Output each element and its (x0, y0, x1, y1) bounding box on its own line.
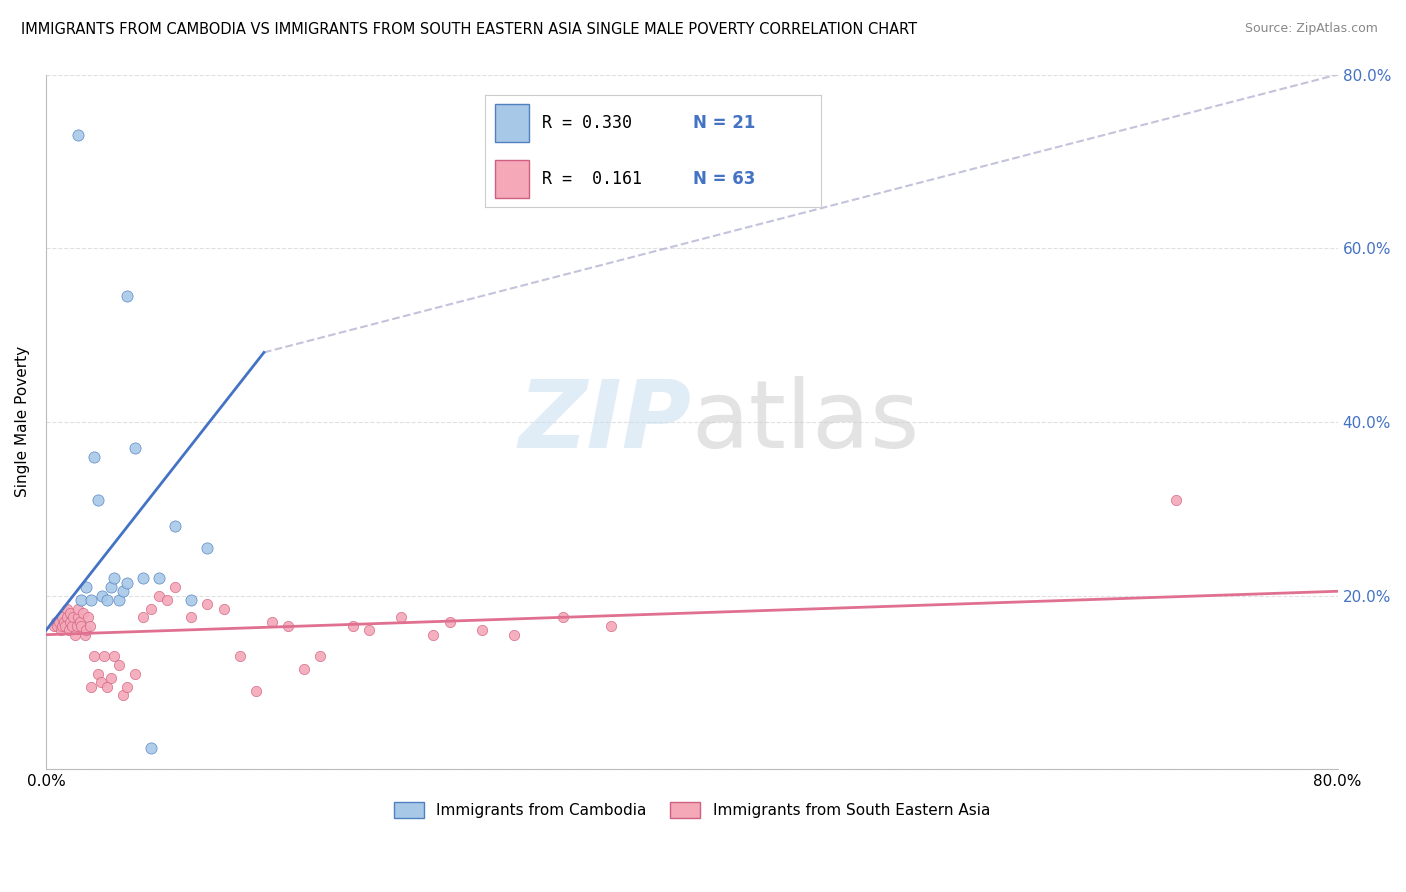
Point (52, 615, 75, 629)
Point (103, 571, 125, 585)
Point (156, 593, 179, 607)
Point (93, 649, 115, 664)
Point (1166, 493, 1188, 508)
Point (75, 624, 97, 638)
Text: ZIP: ZIP (519, 376, 692, 468)
Point (66, 619, 89, 633)
Point (80, 593, 103, 607)
Point (58, 624, 80, 638)
Point (96, 680, 118, 694)
Point (112, 584, 135, 599)
Point (139, 740, 162, 755)
Text: Source: ZipAtlas.com: Source: ZipAtlas.com (1244, 22, 1378, 36)
Point (115, 575, 138, 590)
Point (422, 628, 444, 642)
Point (56, 610, 79, 624)
Point (180, 593, 202, 607)
Point (96, 593, 118, 607)
Point (139, 601, 162, 615)
Point (197, 597, 219, 611)
Point (309, 649, 332, 664)
Point (69, 615, 91, 629)
Point (471, 624, 494, 638)
Point (503, 628, 526, 642)
Point (197, 541, 219, 555)
Point (90, 675, 112, 690)
Point (389, 610, 412, 624)
Point (80, 680, 103, 694)
Point (342, 619, 364, 633)
Point (148, 589, 170, 603)
Point (91, 589, 114, 603)
Point (165, 580, 187, 594)
Point (75, 580, 97, 594)
Point (100, 671, 122, 685)
Point (48, 615, 70, 629)
Point (79, 619, 101, 633)
Point (53, 619, 76, 633)
Point (49, 624, 72, 638)
Point (115, 289, 138, 303)
Point (56, 601, 79, 615)
Text: atlas: atlas (692, 376, 920, 468)
Point (100, 580, 122, 594)
Point (245, 684, 267, 698)
Point (212, 601, 235, 615)
Point (260, 615, 283, 629)
Point (62, 610, 84, 624)
Point (107, 658, 129, 673)
Point (86, 493, 108, 508)
Point (551, 610, 574, 624)
Point (600, 619, 623, 633)
Y-axis label: Single Male Poverty: Single Male Poverty (15, 346, 30, 498)
Point (292, 662, 315, 676)
Point (63, 628, 86, 642)
Point (439, 615, 461, 629)
Point (83, 450, 105, 464)
Point (59, 606, 82, 620)
Point (115, 680, 138, 694)
Point (51, 610, 73, 624)
Point (60, 619, 83, 633)
Point (67, 601, 90, 615)
Point (112, 689, 135, 703)
Point (59, 615, 82, 629)
Point (46, 619, 69, 633)
Point (277, 619, 299, 633)
Point (42, 619, 65, 633)
Point (103, 649, 125, 664)
Text: IMMIGRANTS FROM CAMBODIA VS IMMIGRANTS FROM SOUTH EASTERN ASIA SINGLE MALE POVER: IMMIGRANTS FROM CAMBODIA VS IMMIGRANTS F… (21, 22, 917, 37)
Point (45, 615, 67, 629)
Point (148, 571, 170, 585)
Point (83, 649, 105, 664)
Point (180, 610, 202, 624)
Point (124, 441, 146, 455)
Point (73, 628, 96, 642)
Point (77, 610, 100, 624)
Point (72, 606, 94, 620)
Point (67, 610, 90, 624)
Point (124, 666, 146, 681)
Point (70, 619, 93, 633)
Point (70, 593, 93, 607)
Point (51, 619, 73, 633)
Point (86, 666, 108, 681)
Legend: Immigrants from Cambodia, Immigrants from South Eastern Asia: Immigrants from Cambodia, Immigrants fro… (388, 796, 995, 824)
Point (132, 610, 155, 624)
Point (67, 128, 90, 143)
Point (165, 519, 187, 533)
Point (228, 649, 250, 664)
Point (132, 571, 155, 585)
Point (107, 593, 129, 607)
Point (357, 624, 380, 638)
